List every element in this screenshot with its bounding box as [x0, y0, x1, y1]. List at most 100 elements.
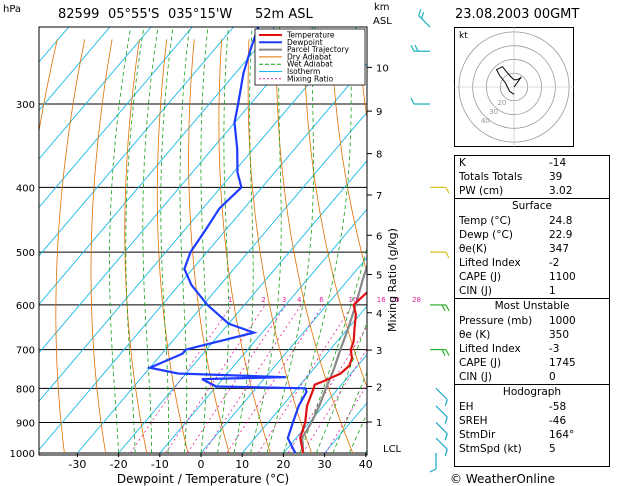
wind-barb	[435, 405, 448, 424]
most-unstable-index-value: 1000	[549, 315, 576, 327]
index-key: PW (cm)	[459, 185, 504, 197]
km-tick-label: 10	[376, 63, 389, 74]
most-unstable-index-row: θe (K) 350	[455, 328, 609, 342]
temperature-tick-label: 30	[318, 458, 332, 471]
surface-index-row: CIN (J) 1	[455, 284, 609, 298]
most-unstable-index-key: Lifted Index	[459, 343, 521, 355]
km-tick-label: 3	[376, 346, 382, 357]
km-tick-label: 5	[376, 271, 382, 282]
most-unstable-index-value: 1745	[549, 357, 576, 369]
plot-frame	[38, 26, 368, 456]
mixing-ratio-line	[203, 304, 302, 454]
mixing-ratio-line	[325, 383, 367, 454]
wind-barb	[410, 44, 430, 52]
km-unit-label: km	[374, 2, 390, 13]
wet-adiabat	[266, 27, 314, 454]
most-unstable-index-key: θe (K)	[459, 329, 491, 341]
wet-adiabat	[233, 27, 254, 454]
isotherm	[39, 27, 234, 257]
legend-label: Isotherm	[287, 67, 320, 76]
index-value: 3.02	[549, 185, 573, 197]
x-axis-label: Dewpoint / Temperature (°C)	[117, 472, 289, 486]
index-row: Totals Totals 39	[455, 170, 609, 184]
mixing-ratio-label: 10	[348, 296, 357, 304]
hodograph-kt-label: kt	[459, 31, 468, 41]
most-unstable-index-key: Pressure (mb)	[459, 315, 533, 327]
surface-index-key: CAPE (J)	[459, 271, 502, 283]
hodograph-ring-label: 20	[497, 99, 506, 107]
pressure-tick-label: 800	[16, 384, 35, 395]
hodograph-index-key: StmDir	[459, 429, 496, 441]
dewpoint-line	[146, 27, 308, 454]
surface-index-key: θe(K)	[459, 243, 487, 255]
legend-label: Dry Adiabat	[287, 52, 331, 61]
wet-adiabat	[142, 27, 159, 453]
hodograph-index-row: StmDir 164°	[455, 428, 609, 442]
most-unstable-index-row: Lifted Index -3	[455, 342, 609, 356]
surface-index-row: CAPE (J) 1100	[455, 270, 609, 284]
most-unstable-index-row: CAPE (J) 1745	[455, 356, 609, 370]
index-row: PW (cm) 3.02	[455, 184, 609, 198]
wind-barb	[435, 437, 448, 456]
pressure-tick-label: 600	[16, 301, 35, 312]
isotherm	[39, 27, 317, 354]
station-lat: 05°55'S	[108, 7, 160, 22]
km-tick-label: 4	[376, 309, 382, 320]
isotherm	[39, 27, 152, 160]
legend-label: Temperature	[286, 31, 335, 40]
dry-adiabat	[303, 39, 367, 389]
dry-adiabat	[218, 39, 271, 454]
mixing-ratio-line	[226, 304, 324, 454]
temperature-tick-label: -30	[68, 458, 86, 471]
index-key: Totals Totals	[459, 171, 523, 183]
surface-index-value: 24.8	[549, 215, 573, 227]
hodograph-index-row: StmSpd (kt) 5	[455, 442, 609, 456]
surface-index-row: Lifted Index -2	[455, 256, 609, 270]
most-unstable-section-title: Most Unstable	[455, 298, 609, 314]
wet-adiabat	[109, 27, 132, 454]
mixing-ratio-label: 2	[261, 296, 265, 304]
temperature-tick-label: -10	[151, 458, 169, 471]
isotherm	[283, 353, 367, 454]
wind-barb	[430, 304, 450, 312]
wind-barb	[418, 9, 431, 28]
isotherm	[200, 257, 367, 454]
mixing-ratio-label: 20	[391, 296, 400, 304]
hodograph-index-row: SREH -46	[455, 414, 609, 428]
pressure-tick-label: 400	[16, 183, 35, 194]
mixing-ratio-line	[287, 325, 367, 454]
km-tick-label: 7	[376, 191, 382, 202]
most-unstable-index-value: -3	[549, 343, 560, 355]
most-unstable-index-row: CIN (J) 0	[455, 370, 609, 384]
isotherm	[39, 27, 276, 305]
hpa-unit-label: hPa	[3, 4, 22, 15]
wind-barb	[430, 186, 450, 194]
wind-barb	[410, 97, 430, 105]
surface-index-value: 1	[549, 285, 556, 297]
wet-adiabat	[299, 246, 367, 454]
mixing-ratio-line	[187, 304, 287, 454]
wet-adiabat	[250, 27, 282, 454]
temperature-tick-label: 20	[276, 458, 290, 471]
surface-index-key: Lifted Index	[459, 257, 521, 269]
isotherm	[39, 63, 367, 451]
temperature-tick-label: 0	[198, 458, 205, 471]
most-unstable-index-key: CAPE (J)	[459, 357, 502, 369]
legend-label: Parcel Trajectory	[287, 45, 349, 54]
surface-index-value: -2	[549, 257, 560, 269]
mixing-ratio-line	[302, 348, 367, 454]
dry-adiabat	[188, 39, 230, 454]
wind-barb	[429, 453, 437, 473]
asl-unit-label: ASL	[373, 16, 392, 27]
parcel-trajectory-line	[301, 263, 367, 454]
copyright: © WeatherOnline	[450, 472, 556, 486]
surface-index-key: Dewp (°C)	[459, 229, 513, 241]
wet-adiabat	[217, 27, 229, 454]
surface-index-key: CIN (J)	[459, 285, 492, 297]
index-value: 39	[549, 171, 563, 183]
station-lon: 035°15'W	[168, 7, 233, 22]
hodograph-index-key: StmSpd (kt)	[459, 443, 522, 455]
datetime-label: 23.08.2003 00GMT	[455, 7, 580, 22]
